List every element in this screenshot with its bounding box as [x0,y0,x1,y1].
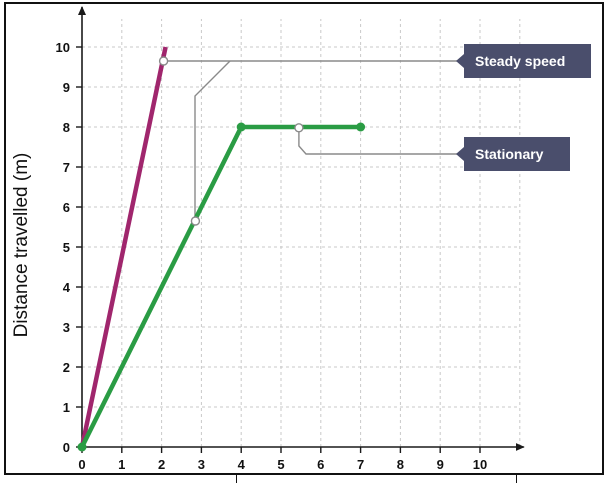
x-tick-label: 4 [238,457,246,472]
y-tick-label: 8 [63,120,70,135]
bottom-edge-mark [236,475,237,483]
y-tick-label: 4 [63,280,71,295]
annotation-target-circle [294,123,304,133]
x-tick-label: 10 [473,457,487,472]
x-tick-label: 3 [198,457,205,472]
x-tick-label: 9 [437,457,444,472]
series-2-marker [356,122,366,132]
bottom-edge-marks [0,475,611,485]
x-tick-label: 7 [357,457,364,472]
annotation-target-circle [190,216,201,226]
x-tick-label: 8 [397,457,404,472]
steady-speed-callout-box [456,44,591,78]
x-tick-label: 1 [118,457,125,472]
series-1-line [79,46,168,448]
chart-frame [4,2,604,475]
x-tick-label: 6 [317,457,324,472]
y-tick-label: 10 [56,40,70,55]
y-tick-label: 0 [63,440,70,455]
y-tick-label: 6 [63,200,70,215]
stationary-callout-box [456,137,570,171]
grid [82,19,521,447]
y-tick-label: 1 [63,400,70,415]
y-axis-title: Distance travelled (m) [11,153,32,338]
tick-labels: 0 1 2 3 4 5 6 7 8 9 10 0 1 2 3 4 5 6 7 8 9 10 [56,40,488,472]
stationary-callout-text: Stationary [475,146,544,162]
stationary-leader [298,127,464,155]
origin-marker [77,442,87,452]
y-tick-label: 3 [63,320,70,335]
y-tick-label: 2 [63,360,70,375]
steady-speed-callout-text: Steady speed [475,53,565,69]
y-tick-label: 5 [63,240,70,255]
bottom-edge-mark [516,475,517,483]
series-2-marker [236,122,246,132]
annotation-target-circle [158,56,169,66]
axes [76,6,525,453]
x-tick-label: 2 [158,457,165,472]
x-tick-label: 0 [78,457,85,472]
y-tick-label: 9 [63,80,70,95]
series [77,46,366,452]
x-tick-label: 5 [277,457,284,472]
y-tick-label: 7 [63,160,70,175]
callouts: Steady speed Stationary [158,44,591,226]
steady-speed-leader-bottom [194,60,231,222]
